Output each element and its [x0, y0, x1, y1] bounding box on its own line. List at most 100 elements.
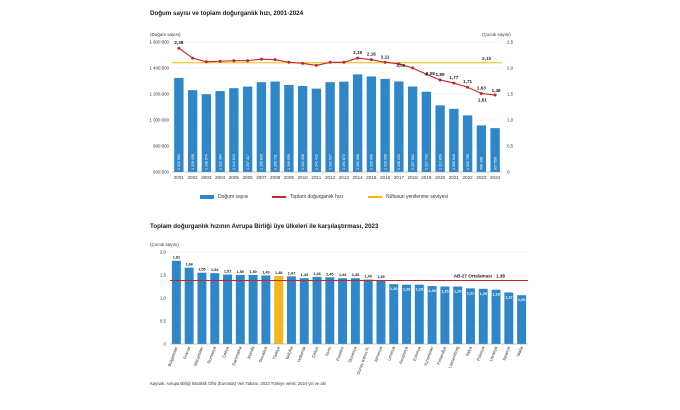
- birth-bar: [380, 78, 390, 172]
- replacement-label: 2,10: [482, 56, 492, 62]
- birth-bar: [476, 125, 487, 172]
- birth-bar-label: 1 323 583: [177, 154, 181, 170]
- birth-bar: [187, 90, 198, 172]
- eu-country-label: İtalya: [465, 345, 473, 357]
- left-tick-label: 800 000: [153, 144, 169, 149]
- eu-bar-value: 1,43: [352, 273, 359, 277]
- eu-bar: [363, 279, 373, 344]
- eu-country-label: Romanya: [206, 345, 217, 364]
- tfr-value-label: 2,08: [426, 71, 435, 76]
- eu-bar: [389, 284, 399, 344]
- tfr-point: [191, 56, 195, 60]
- eu-tick-label: 0,5: [160, 319, 167, 324]
- tfr-point: [232, 59, 236, 63]
- birth-fertility-chart: (Doğum sayısı) (Çocuk sayısı) 600 000 800 0…: [149, 32, 514, 180]
- tfr-point: [287, 60, 291, 64]
- eu-bar-value: 1,81: [173, 256, 180, 260]
- left-tick-label: 1 400 000: [149, 66, 169, 71]
- birth-bar: [462, 115, 473, 172]
- eu-bar: [427, 286, 437, 344]
- birth-bar-label: 1 257 861: [411, 154, 415, 170]
- chart1-title: Doğum sayısı ve toplam doğurganlık hızı,…: [150, 10, 304, 17]
- eu-country-label: Lüksemburg: [447, 345, 460, 369]
- tfr-point: [466, 85, 470, 89]
- tfr-line: [178, 47, 496, 96]
- right-tick-label: 2,0: [507, 66, 514, 71]
- x-tick-label: 2022: [463, 175, 474, 180]
- birth-bar-label: 1 295 711: [273, 154, 277, 170]
- left-axis-label: (Doğum sayısı): [150, 32, 181, 37]
- eu-bar-value: 1,66: [185, 263, 192, 267]
- birth-bar-label: 1 291 037: [328, 154, 332, 170]
- tfr-point: [479, 91, 483, 95]
- eu-y-axis-label: (Çocuk sayısı): [150, 242, 179, 247]
- eu-bar-value: 1,48: [275, 271, 282, 275]
- eu-bar-value: 1,30: [390, 287, 397, 291]
- tfr-value-label: 1,48: [492, 88, 501, 93]
- legend-replacement: Nüfusun yenilenme seviyesi: [368, 194, 448, 200]
- x-tick-label: 2006: [243, 175, 254, 180]
- left-tick-label: 1 000 000: [149, 118, 169, 123]
- eu-country-label: Çekya: [311, 345, 320, 358]
- tfr-point: [204, 60, 208, 64]
- x-tick-label: 2013: [339, 175, 350, 180]
- eu-bar: [197, 272, 207, 344]
- left-tick-label: 1 600 000: [149, 40, 169, 45]
- legend-line-swatch: [272, 196, 286, 198]
- eu-bar: [261, 275, 271, 344]
- eu-bar: [184, 267, 194, 344]
- birth-bar: [339, 81, 349, 172]
- eu-country-label: Hollanda: [296, 345, 307, 363]
- eu-country-label: Çekya: [221, 345, 230, 358]
- eu-country-label: İspanya: [501, 345, 511, 361]
- tfr-value-label: 2,38: [174, 40, 183, 45]
- legend-tfr: Toplam doğurganlık hızı: [272, 194, 343, 200]
- birth-bar: [201, 94, 212, 172]
- tfr-point: [383, 60, 387, 64]
- eu-country-label: Türkiye: [272, 345, 282, 360]
- eu-bar: [414, 284, 424, 344]
- eu-bar-value: 1,26: [428, 289, 435, 293]
- eu-bar: [504, 292, 514, 344]
- eu-bar: [517, 295, 527, 344]
- eu-bar-value: 1,29: [416, 288, 423, 292]
- eu-bar-value: 1,20: [480, 292, 487, 296]
- eu-bar-value: 1,47: [288, 271, 295, 275]
- birth-bar-label: 1 112 859: [438, 154, 442, 170]
- tfr-value-label: 1,71: [463, 79, 472, 84]
- tfr-point: [301, 61, 305, 65]
- birth-bar: [256, 82, 267, 172]
- eu-bar-value: 1,18: [492, 293, 499, 297]
- birth-bar-label: 1 261 358: [301, 154, 305, 170]
- eu-bar: [440, 286, 450, 344]
- tfr-point: [356, 56, 360, 60]
- eu-bar: [491, 289, 501, 344]
- x-tick-label: 2024: [490, 175, 501, 180]
- tfr-point: [397, 62, 401, 66]
- birth-bar-label: 937 559: [493, 157, 497, 170]
- eu-bar: [210, 273, 220, 344]
- tfr-point: [424, 72, 428, 76]
- eu-country-label: Güney Kıbrıs R.: [356, 346, 371, 376]
- x-tick-label: 2007: [256, 175, 267, 180]
- birth-bar-label: 1 290 809: [260, 154, 264, 170]
- birth-bar: [449, 108, 459, 172]
- eu-bar: [248, 275, 258, 344]
- tfr-value-label: 1,51: [478, 97, 487, 102]
- eu-bar-value: 1,40: [364, 275, 371, 279]
- eu-country-label: Almanya: [373, 345, 384, 363]
- right-tick-label: 2,5: [507, 40, 514, 45]
- eu-bar: [350, 278, 360, 344]
- eu-average-value: 1,38: [496, 274, 505, 279]
- birth-bar: [270, 81, 280, 172]
- birth-bar: [297, 86, 308, 172]
- right-tick-label: 0: [507, 170, 510, 175]
- tfr-point: [342, 60, 346, 64]
- eu-country-label: Malta: [516, 345, 524, 357]
- eu-bar: [376, 280, 386, 344]
- eu-average-label: AB-27 Ortalaması: [454, 274, 492, 279]
- eu-bar-value: 1,29: [403, 288, 410, 292]
- tfr-value-label: 2,19: [353, 50, 362, 55]
- eu-bar-value: 1,43: [339, 273, 346, 277]
